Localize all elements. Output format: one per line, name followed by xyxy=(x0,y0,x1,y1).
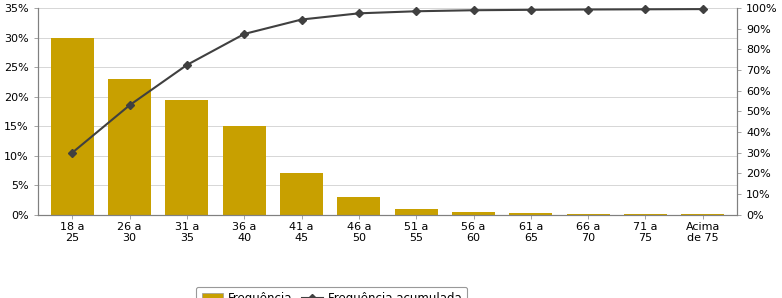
Bar xyxy=(624,214,667,215)
Bar xyxy=(280,173,323,215)
Bar xyxy=(51,38,94,215)
Bar xyxy=(223,126,266,215)
Bar xyxy=(452,212,495,215)
Bar xyxy=(166,100,209,215)
Bar xyxy=(395,209,438,215)
Bar xyxy=(337,197,380,215)
Bar xyxy=(509,213,552,215)
Bar xyxy=(108,79,151,215)
Legend: Frequência, Frequência acumulada: Frequência, Frequência acumulada xyxy=(196,286,468,298)
Bar xyxy=(681,214,724,215)
Bar xyxy=(567,214,610,215)
